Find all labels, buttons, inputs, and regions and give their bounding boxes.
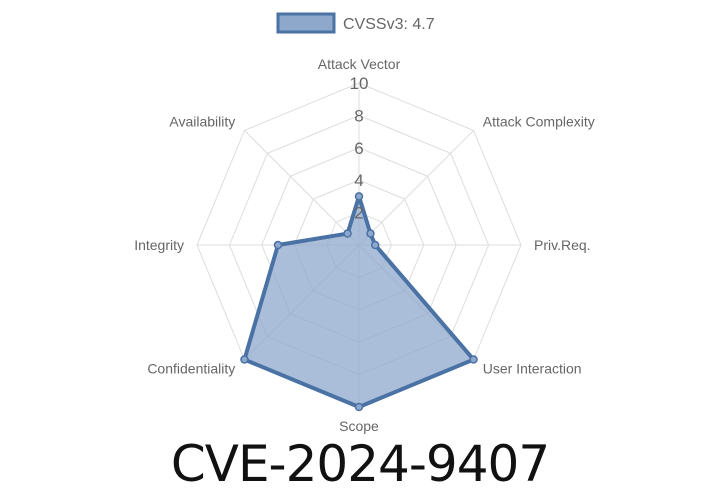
legend-swatch [276, 12, 336, 34]
tick-label: 6 [354, 139, 363, 158]
series-layer [240, 192, 478, 412]
data-point[interactable] [469, 355, 478, 364]
tick-label: 8 [354, 106, 363, 125]
data-point[interactable] [343, 229, 352, 238]
cve-title: CVE-2024-9407 [170, 435, 550, 493]
data-point[interactable] [366, 229, 375, 238]
tick-label: 4 [354, 171, 363, 190]
axis-label: Availability [169, 113, 235, 129]
radial-tick-labels: 2 4 6 8 10 [350, 74, 369, 223]
axis-label: Attack Complexity [483, 113, 595, 129]
tick-label: 2 [354, 204, 363, 223]
axis-label: Integrity [134, 237, 184, 253]
series-area [242, 194, 476, 409]
axis-labels: Attack Vector Attack Complexity Priv.Req. U… [134, 56, 595, 434]
axis-label: Scope [339, 418, 379, 434]
axis-label: User Interaction [483, 361, 582, 377]
tick-label: 10 [350, 74, 369, 93]
axis-label: Attack Vector [318, 56, 401, 72]
grid-spoke [244, 130, 360, 246]
data-point[interactable] [273, 240, 283, 250]
grid-spoke [358, 130, 474, 246]
axis-label: Confidentiality [147, 361, 235, 377]
data-point[interactable] [354, 402, 364, 412]
legend-label: CVSSv3: 4.7 [343, 16, 435, 33]
data-point[interactable] [370, 240, 380, 250]
axis-label: Priv.Req. [534, 237, 591, 253]
data-point[interactable] [240, 355, 249, 364]
data-point[interactable] [354, 192, 364, 201]
legend[interactable]: CVSSv3: 4.7 [276, 12, 435, 34]
